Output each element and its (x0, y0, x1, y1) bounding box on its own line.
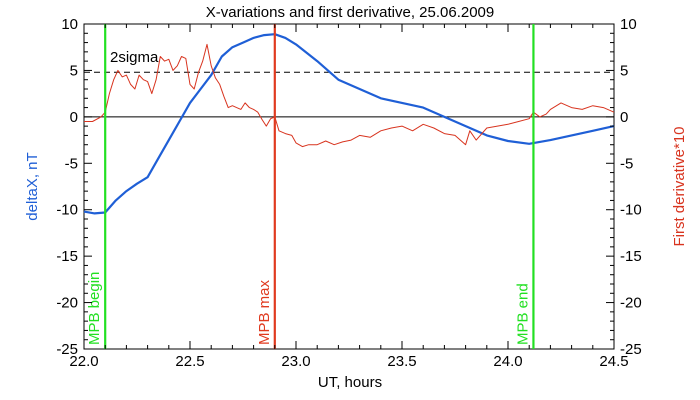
y-axis-right-label: First derivative*10 (671, 126, 688, 246)
y-right-tick-label-7: -25 (620, 341, 642, 358)
y-left-tick-label-1: 5 (70, 62, 78, 79)
x-tick-label-3: 23.5 (387, 353, 416, 370)
x-tick-label-5: 24.5 (599, 353, 628, 370)
y-right-tick-label-2: 0 (620, 109, 628, 126)
x-tick-label-2: 23.0 (281, 353, 310, 370)
x-tick-label-4: 24.0 (493, 353, 522, 370)
y-left-tick-label-2: 0 (70, 109, 78, 126)
sigma-label: 2sigma (110, 49, 159, 66)
y-right-tick-label-4: -10 (620, 202, 642, 219)
plot-frame (83, 23, 615, 350)
y-left-tick-label-3: -5 (65, 155, 78, 172)
series-line-derivative (84, 43, 615, 148)
vline-label-1: MPB max (256, 279, 273, 345)
vline-label-0: MPB begin (86, 272, 103, 345)
y-right-tick-label-0: 10 (620, 16, 637, 33)
y-right-tick-label-5: -15 (620, 248, 642, 265)
y-left-tick-label-4: -10 (56, 202, 78, 219)
y-left-tick-label-6: -20 (56, 295, 78, 312)
y-right-tick-label-6: -20 (620, 295, 642, 312)
tick-layer: 22.0 22.5 23.0 23.5 24.0 24.5 10 5 0 -5 -10 -15 -20 -… (56, 16, 641, 370)
x-tick-label-0: 22.0 (69, 353, 98, 370)
y-right-tick-label-1: 5 (620, 62, 628, 79)
y-axis-left-label: deltaX, nT (24, 152, 41, 220)
x-axis-label: UT, hours (318, 374, 382, 391)
y-left-tick-label-5: -15 (56, 248, 78, 265)
vline-label-2: MPB end (514, 283, 531, 345)
y-right-tick-label-3: -5 (620, 155, 633, 172)
plot-layer: MPB begin MPB max MPB end (83, 23, 615, 350)
y-left-tick-label-7: -25 (56, 341, 78, 358)
chart-title: X-variations and first derivative, 25.06… (206, 4, 495, 21)
x-tick-label-1: 22.5 (175, 353, 204, 370)
y-left-tick-label-0: 10 (61, 16, 78, 33)
series-line-deltaX (83, 33, 615, 215)
